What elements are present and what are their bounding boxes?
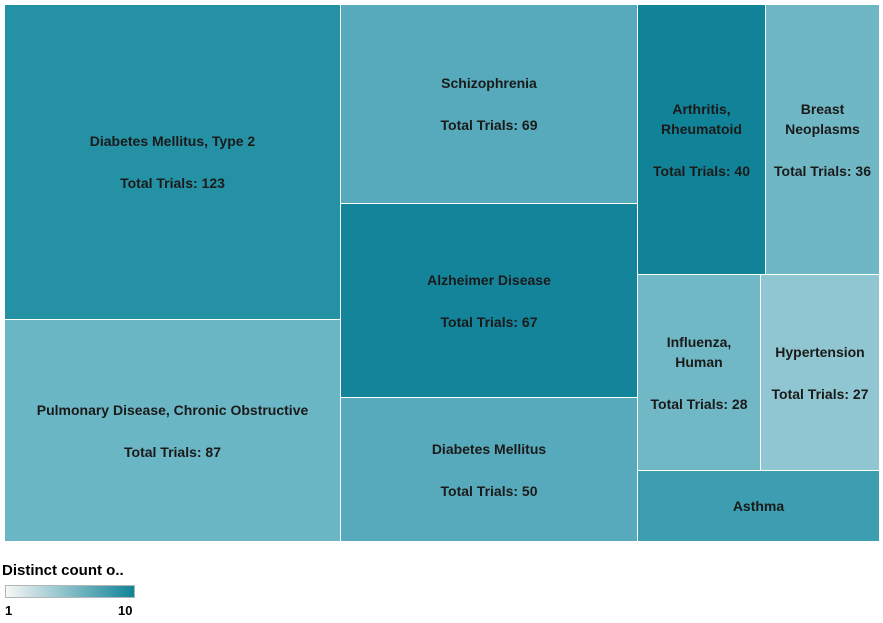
tile-diabetes-mellitus[interactable]: Diabetes Mellitus Total Trials: 50 — [340, 397, 638, 542]
tile-diabetes-type-2[interactable]: Diabetes Mellitus, Type 2 Total Trials: … — [4, 4, 341, 320]
tile-arthritis-rheumatoid[interactable]: Arthritis, Rheumatoid Total Trials: 40 — [637, 4, 766, 275]
tile-label: Hypertension — [775, 343, 865, 360]
tile-label: Diabetes Mellitus, Type 2 — [89, 133, 256, 149]
legend-gradient-bar — [5, 585, 135, 598]
tile-label: Pulmonary Disease, Chronic Obstructive — [36, 401, 309, 418]
tile-value: Total Trials: 67 — [440, 313, 538, 330]
tile-label: Diabetes Mellitus — [431, 440, 547, 457]
tile-value: Total Trials: 123 — [120, 175, 225, 191]
tile-value: Total Trials: 87 — [124, 443, 221, 460]
tile-label: Arthritis, Rheumatoid — [661, 100, 742, 137]
tile-alzheimer[interactable]: Alzheimer Disease Total Trials: 67 — [340, 203, 638, 398]
tile-influenza-human[interactable]: Influenza, Human Total Trials: 28 — [637, 274, 761, 471]
tile-label: Asthma — [732, 498, 785, 514]
tile-value: Total Trials: 50 — [440, 482, 538, 499]
tile-value: Total Trials: 36 — [774, 162, 871, 179]
tile-value: Total Trials: 69 — [440, 117, 538, 133]
tile-label: Alzheimer Disease — [427, 271, 551, 288]
tile-value: Total Trials: 40 — [653, 162, 750, 179]
tile-value: Total Trials: 27 — [771, 385, 869, 402]
legend-min-label: 1 — [5, 603, 13, 618]
tile-asthma[interactable]: Asthma — [637, 470, 880, 542]
color-legend: Distinct count o.. 1 10 — [0, 560, 200, 623]
tile-breast-neoplasms[interactable]: Breast Neoplasms Total Trials: 36 — [765, 4, 880, 275]
tile-label: Influenza, Human — [666, 333, 732, 370]
tile-label: Schizophrenia — [441, 75, 537, 91]
tile-label: Breast Neoplasms — [785, 100, 860, 137]
legend-max-label: 10 — [118, 603, 133, 618]
tile-schizophrenia[interactable]: Schizophrenia Total Trials: 69 — [340, 4, 638, 204]
tile-copd[interactable]: Pulmonary Disease, Chronic Obstructive T… — [4, 319, 341, 542]
legend-title: Distinct count o.. — [2, 562, 124, 579]
tile-hypertension[interactable]: Hypertension Total Trials: 27 — [760, 274, 880, 471]
tile-value: Total Trials: 28 — [650, 395, 748, 412]
